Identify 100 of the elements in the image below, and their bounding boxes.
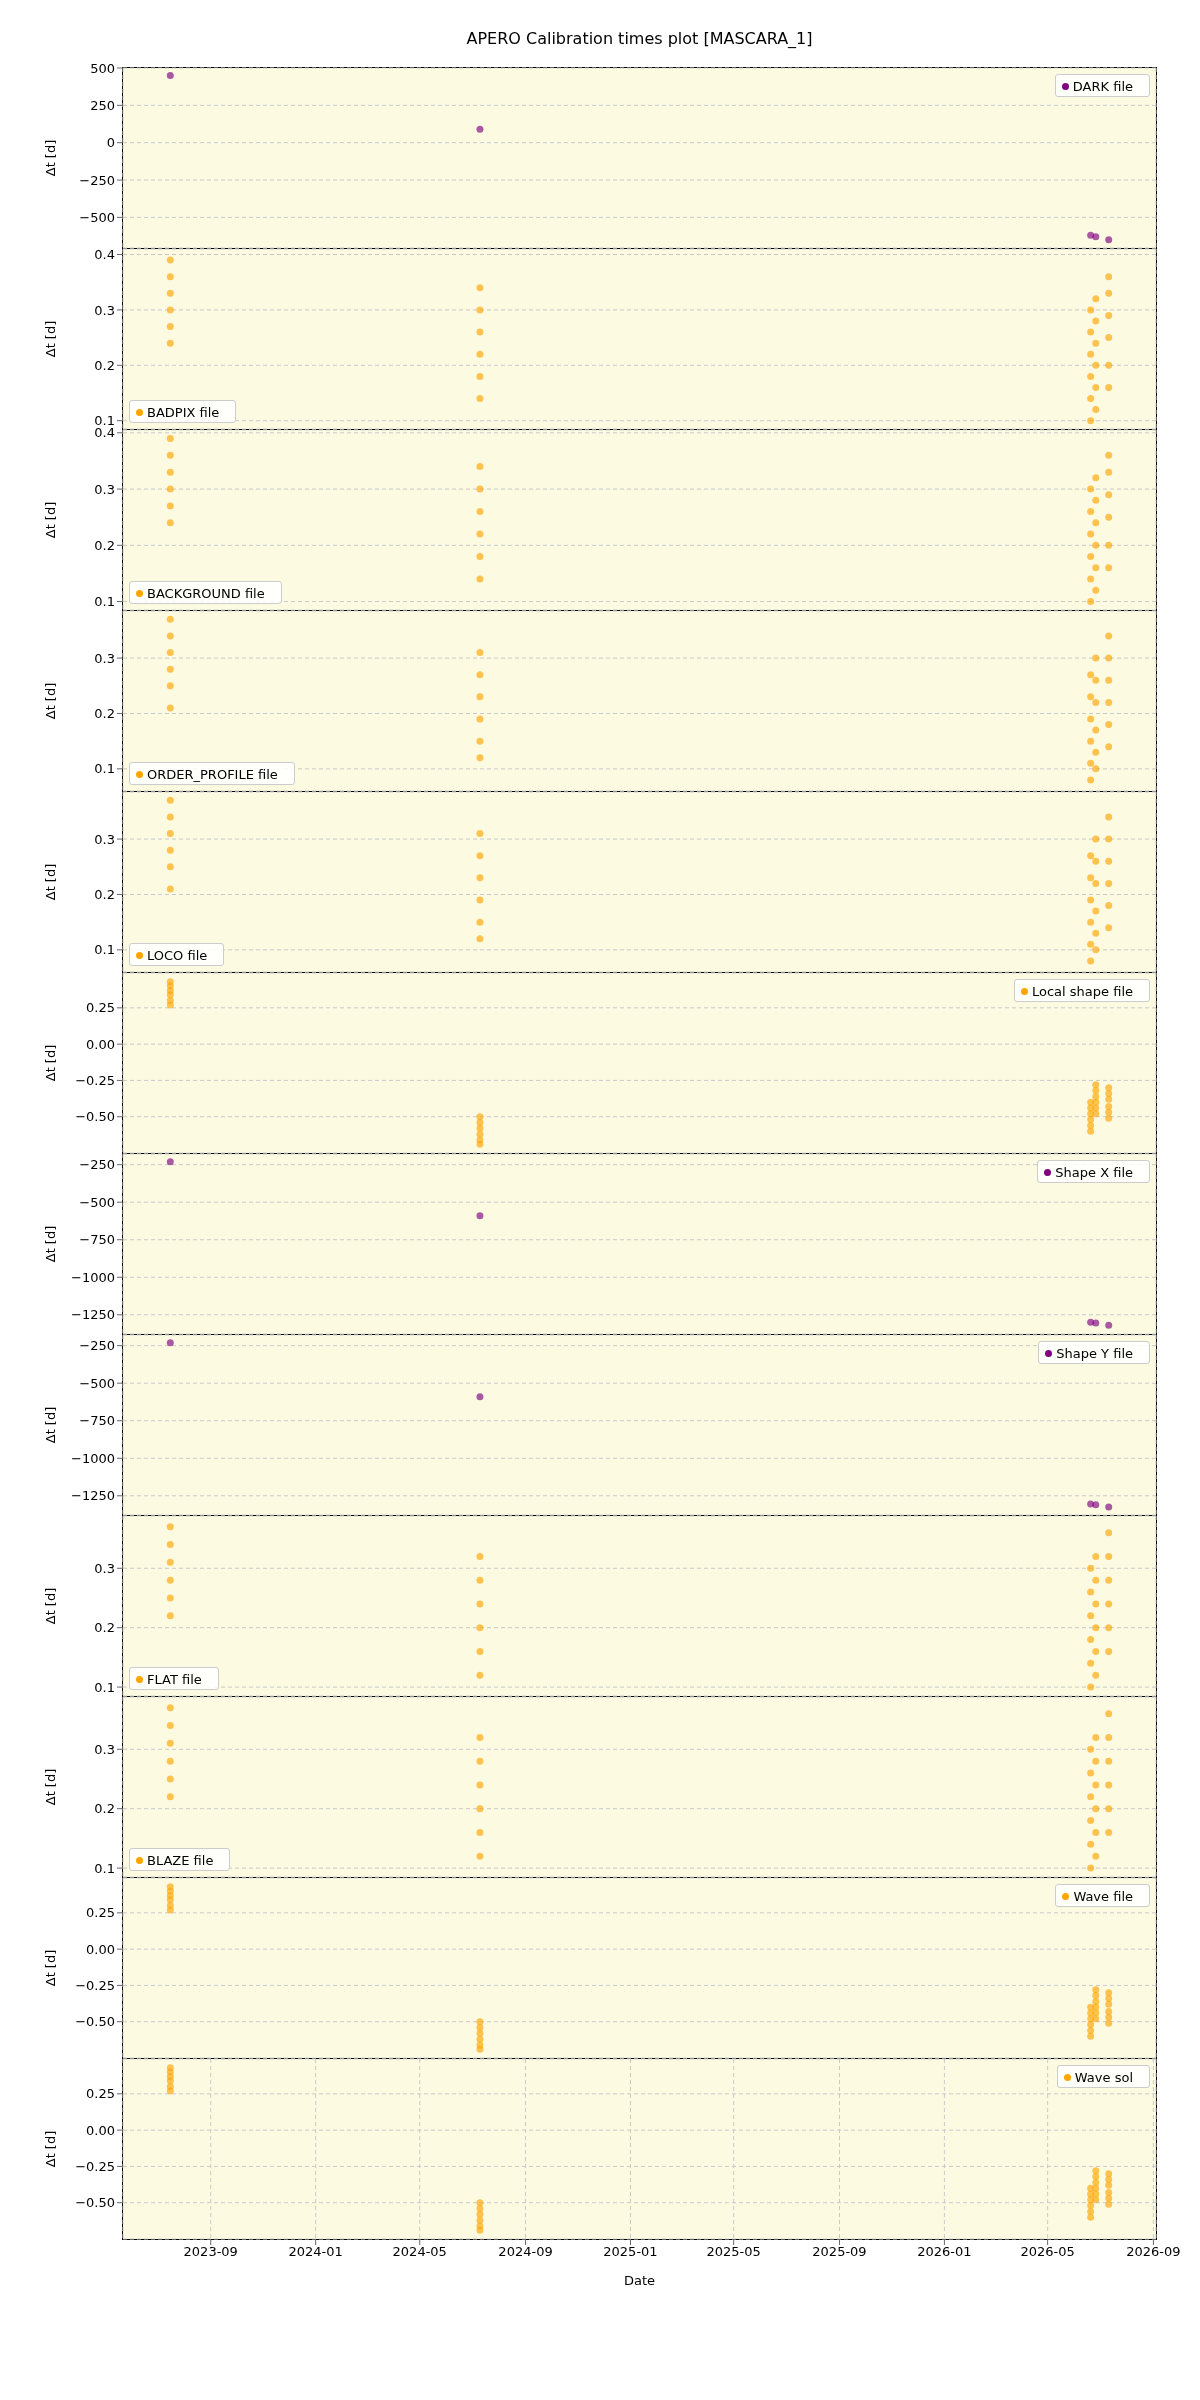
- point: [166, 846, 174, 854]
- point: [166, 704, 174, 712]
- y-tick-label: 0.2: [94, 357, 115, 373]
- point: [166, 71, 174, 79]
- y-tick-label: −0.25: [75, 1978, 115, 1994]
- point: [1105, 721, 1113, 729]
- y-tick-label: 0.25: [86, 1000, 115, 1016]
- y-tick-label: −1000: [71, 1450, 115, 1466]
- legend-label: Wave file: [1073, 1889, 1133, 1904]
- point: [1087, 485, 1095, 493]
- y-tick-label: 0.00: [86, 1941, 115, 1957]
- point: [1087, 2202, 1095, 2210]
- point: [476, 328, 484, 336]
- point: [166, 1001, 174, 1009]
- point: [1105, 1114, 1113, 1122]
- y-tick-label: −0.25: [75, 2159, 115, 2175]
- point: [1092, 2003, 1100, 2011]
- point: [1092, 654, 1100, 662]
- point: [476, 715, 484, 723]
- y-tick-label: −500: [79, 1194, 115, 1210]
- y-tick-label: −0.50: [75, 1109, 115, 1125]
- point: [1105, 1989, 1113, 1997]
- point: [1105, 1647, 1113, 1655]
- point: [476, 2216, 484, 2224]
- point: [476, 2035, 484, 2043]
- point: [1092, 1986, 1100, 1994]
- point: [1092, 2196, 1100, 2204]
- point: [476, 530, 484, 538]
- point: [476, 553, 484, 561]
- point: [166, 1704, 174, 1712]
- point: [1105, 2170, 1113, 2178]
- x-tick-label: 2024-01: [288, 2244, 343, 2260]
- point: [1105, 654, 1113, 662]
- point: [1105, 1089, 1113, 1097]
- point: [1105, 1805, 1113, 1813]
- point: [1105, 1781, 1113, 1789]
- point: [1105, 1757, 1113, 1765]
- y-axis-title: Δt [d]: [42, 863, 58, 901]
- point: [1092, 564, 1100, 572]
- point: [476, 1852, 484, 1860]
- point: [166, 2077, 174, 2085]
- point: [1105, 383, 1113, 391]
- point: [1087, 598, 1095, 606]
- point: [1105, 2189, 1113, 2197]
- point: [476, 2045, 484, 2053]
- y-tick-label: 0.3: [94, 650, 115, 666]
- legend-label: FLAT file: [147, 1672, 202, 1687]
- point: [1087, 2026, 1095, 2034]
- point: [1092, 2190, 1100, 2198]
- point: [166, 1722, 174, 1730]
- point: [1105, 361, 1113, 369]
- point: [1092, 541, 1100, 549]
- legend-label: Local shape file: [1032, 984, 1133, 999]
- y-tick-label: 0.2: [94, 706, 115, 722]
- y-tick-label: 0.00: [86, 2122, 115, 2138]
- y-tick-label: 0.2: [94, 1620, 115, 1636]
- point: [1105, 1084, 1113, 1092]
- legend-label: Shape X file: [1055, 1165, 1133, 1180]
- legend-label: Wave sol: [1074, 2070, 1133, 2085]
- point: [1105, 468, 1113, 476]
- point: [1092, 1081, 1100, 1089]
- point: [166, 502, 174, 510]
- point: [1087, 1127, 1095, 1135]
- point: [1087, 693, 1095, 701]
- point: [166, 2087, 174, 2095]
- point: [476, 2226, 484, 2234]
- point: [1087, 737, 1095, 745]
- point: [1092, 1781, 1100, 1789]
- point: [1105, 1108, 1113, 1116]
- y-tick-label: 0.2: [94, 887, 115, 903]
- y-tick-label: −750: [79, 1232, 115, 1248]
- point: [1087, 1769, 1095, 1777]
- y-tick-label: −750: [79, 1413, 115, 1429]
- point: [476, 830, 484, 838]
- point: [166, 1739, 174, 1747]
- point: [1092, 2009, 1100, 2017]
- point: [1092, 1110, 1100, 1118]
- point: [1105, 1321, 1113, 1329]
- x-tick-label: 2026-01: [917, 2244, 972, 2260]
- point: [1092, 946, 1100, 954]
- y-tick-label: 0: [106, 135, 115, 151]
- point: [1105, 1576, 1113, 1584]
- point: [166, 485, 174, 493]
- point: [476, 1130, 484, 1138]
- point: [1092, 698, 1100, 706]
- y-axis-title: Δt [d]: [42, 320, 58, 358]
- y-tick-label: −1250: [71, 1488, 115, 1504]
- y-tick-label: 0.3: [94, 831, 115, 847]
- point: [1087, 1683, 1095, 1691]
- point: [1105, 2194, 1113, 2202]
- point: [1087, 1636, 1095, 1644]
- point: [1087, 553, 1095, 561]
- point: [1105, 541, 1113, 549]
- point: [476, 1119, 484, 1127]
- point: [166, 451, 174, 459]
- point: [1087, 2032, 1095, 2040]
- point: [166, 813, 174, 821]
- point: [166, 289, 174, 297]
- point: [476, 2199, 484, 2207]
- point: [1092, 519, 1100, 527]
